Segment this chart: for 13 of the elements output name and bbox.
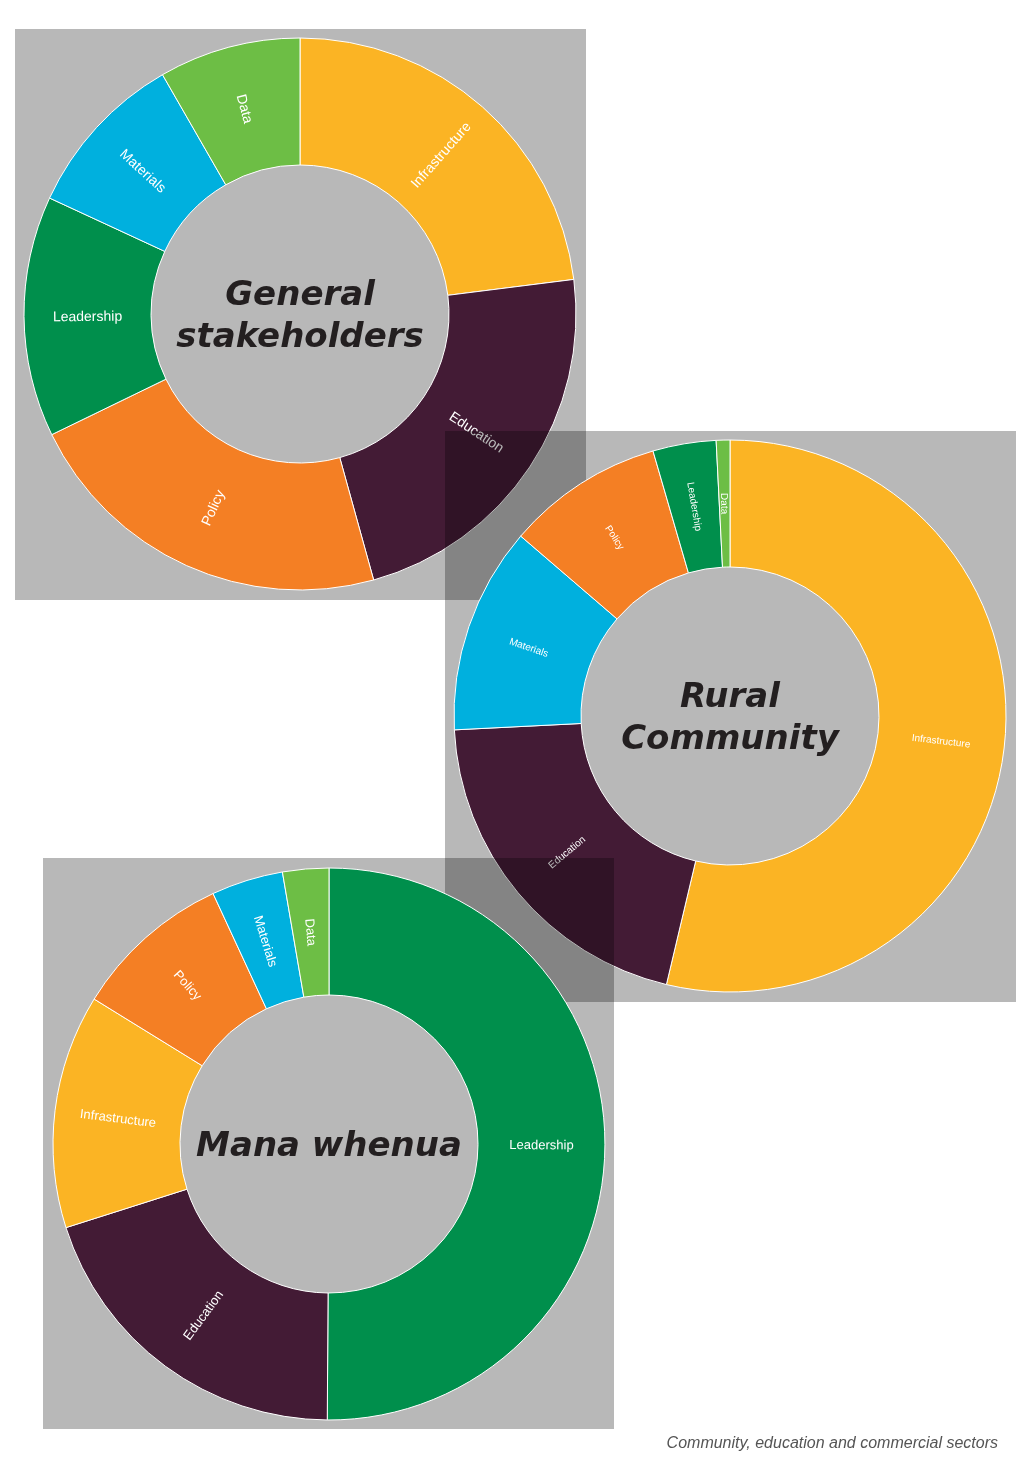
slice-label: Infrastructure: [911, 731, 972, 750]
slice-label: Data: [718, 492, 731, 515]
text: Rural Community: [621, 674, 841, 758]
slice-label: Leadership: [685, 481, 705, 533]
slice-label: Data: [302, 917, 320, 948]
slice-label: Materials: [250, 913, 282, 969]
text: Mana whenua: [196, 1124, 462, 1164]
slice-label: Leadership: [52, 307, 123, 325]
slice-label: Leadership: [509, 1137, 574, 1153]
text: Community, education and commercial sectors: [666, 1434, 998, 1451]
text: General stakeholders: [176, 272, 424, 356]
slice-label: Data: [233, 92, 257, 126]
slice-label: Infrastructure: [79, 1105, 158, 1131]
